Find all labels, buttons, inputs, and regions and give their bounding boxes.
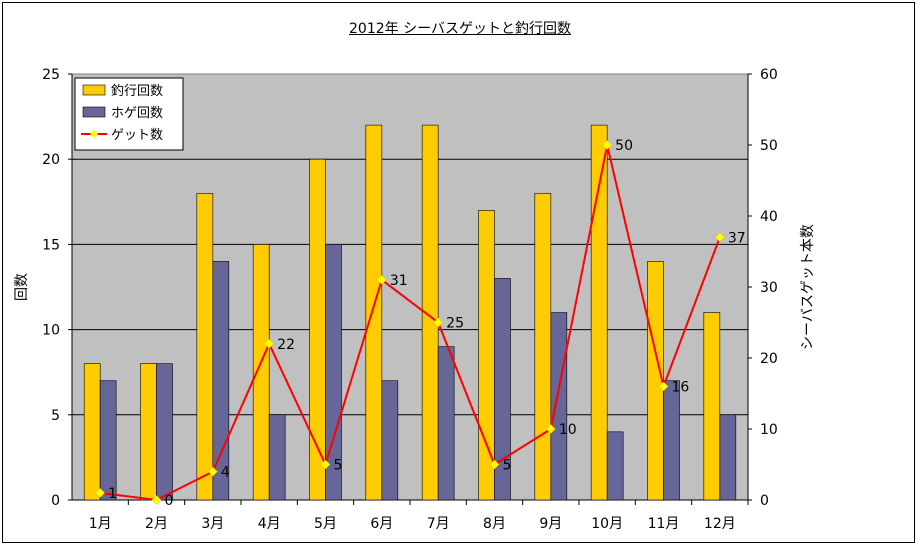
bar-trips — [703, 312, 721, 501]
y-tick-label-left: 0 — [51, 493, 60, 509]
legend-swatch-marker — [90, 130, 98, 138]
bar-skunks — [99, 380, 117, 501]
data-label: 4 — [221, 465, 230, 481]
line-point — [433, 317, 444, 328]
bar-skunks — [325, 244, 342, 501]
bar-trips — [647, 261, 664, 501]
x-tick-label: 3月 — [201, 516, 224, 532]
data-label: 50 — [615, 138, 633, 154]
data-label: 16 — [672, 379, 690, 395]
x-tick-label: 9月 — [539, 516, 562, 532]
data-label: 31 — [390, 273, 408, 289]
data-label: 5 — [334, 458, 343, 474]
bar-skunks — [606, 431, 624, 501]
x-tick-label: 11月 — [648, 516, 680, 532]
y-tick-label-right: 0 — [760, 493, 769, 509]
bar-trips — [534, 192, 552, 501]
y-tick-label-left: 25 — [42, 67, 60, 83]
line-point — [658, 381, 669, 392]
bar-skunks — [663, 380, 680, 501]
bar-trips — [590, 124, 608, 501]
x-tick-label: 1月 — [89, 516, 112, 532]
legend-swatch — [82, 106, 106, 118]
data-label: 10 — [559, 422, 577, 438]
x-tick-label: 10月 — [591, 516, 623, 532]
bar-trips — [421, 124, 439, 501]
y-axis-title-left: 回数 — [14, 273, 30, 301]
line-point — [602, 140, 613, 150]
chart-title: 2012年 シーバスゲットと釣行回数 — [349, 21, 571, 37]
x-tick-label: 4月 — [258, 516, 281, 532]
y-tick-label-right: 30 — [760, 280, 778, 296]
data-label: 0 — [165, 493, 174, 509]
bar-trips — [365, 124, 383, 501]
data-label: 37 — [728, 230, 746, 246]
bar-trips — [196, 192, 214, 501]
line-point — [376, 275, 387, 285]
data-label: 22 — [277, 337, 295, 353]
x-tick-label: 7月 — [427, 516, 450, 532]
y-tick-label-left: 10 — [42, 323, 60, 339]
legend-label: ゲット数 — [111, 128, 163, 143]
y-tick-label-right: 50 — [760, 138, 778, 154]
line-point — [489, 459, 500, 470]
line-catch-count — [100, 144, 721, 502]
legend-label: ホゲ回数 — [111, 106, 163, 121]
line-point — [151, 495, 162, 505]
legend-swatch — [82, 84, 106, 96]
y-tick-label-right: 10 — [760, 422, 778, 438]
y-tick-label-right: 60 — [760, 67, 778, 83]
data-label: 25 — [446, 316, 464, 332]
line-point — [264, 338, 275, 349]
bar-skunks — [494, 278, 511, 501]
bar-skunks — [719, 414, 737, 501]
y-tick-label-left: 20 — [42, 152, 60, 168]
bar-trips — [83, 363, 101, 501]
line-point — [95, 488, 106, 498]
x-tick-label: 2月 — [145, 516, 168, 532]
y-tick-label-right: 40 — [760, 209, 778, 225]
bar-skunks — [268, 414, 286, 501]
x-tick-label: 8月 — [483, 516, 506, 532]
line-point — [320, 459, 331, 470]
plot-area — [71, 73, 749, 501]
y-tick-label-right: 20 — [760, 351, 778, 367]
bar-skunks — [381, 380, 399, 501]
data-label: 5 — [503, 458, 512, 474]
line-point — [714, 232, 725, 243]
y-tick-label-left: 5 — [51, 408, 60, 424]
x-tick-label: 5月 — [314, 516, 337, 532]
bar-trips — [140, 363, 157, 501]
bar-skunks — [550, 312, 568, 501]
x-tick-label: 12月 — [704, 516, 736, 532]
x-tick-label: 6月 — [370, 516, 393, 532]
line-point — [207, 466, 218, 477]
bar-skunks — [156, 363, 173, 501]
legend-label: 釣行回数 — [111, 83, 163, 99]
y-tick-label-left: 15 — [42, 237, 60, 253]
bar-trips — [252, 244, 270, 501]
bar-skunks — [437, 346, 455, 501]
y-axis-title-right: シーバスゲット本数 — [800, 224, 816, 350]
data-label: 1 — [108, 486, 117, 502]
bar-skunks — [212, 261, 230, 501]
line-point — [545, 424, 556, 434]
